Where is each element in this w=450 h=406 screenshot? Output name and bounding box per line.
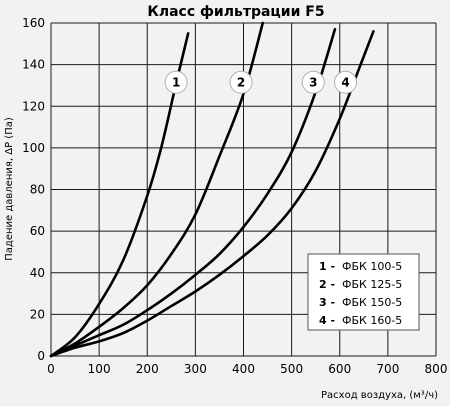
curve-label-circle (334, 70, 358, 94)
y-tick-label: 0 (37, 349, 45, 363)
legend: 1 - ФБК 100-5 2 - ФБК 125-5 3 - ФБК 150-5 4 - Ф… (307, 253, 420, 331)
y-tick-label: 140 (22, 58, 45, 72)
legend-box (307, 253, 420, 331)
x-tick-label: 100 (88, 362, 111, 376)
legend-entry-name: ФБК 125-5 (342, 278, 402, 291)
y-tick-label: 20 (30, 307, 45, 321)
x-axis-title: Расход воздуха, (м³/ч) (321, 390, 438, 401)
tick-labels: 0 100 200 300 400 500 600 700 800 0 20 40 60 80 100 120… (22, 16, 447, 376)
x-tick-label: 500 (280, 362, 303, 376)
x-tick-label: 0 (47, 362, 55, 376)
curve-label-2: 2 (229, 70, 253, 94)
series-line-4 (49, 30, 375, 358)
legend-entry-name: ФБК 100-5 (342, 260, 402, 273)
series-line-3 (49, 27, 337, 358)
y-tick-label: 40 (30, 266, 45, 280)
y-tick-label: 60 (30, 224, 45, 238)
legend-entry-3: 3 - ФБК 150-5 (319, 296, 402, 309)
curve-label-circle (164, 70, 188, 94)
series-line-2 (49, 21, 265, 358)
y-tick-label: 120 (22, 99, 45, 113)
legend-entry-number: 4 - (319, 314, 335, 327)
legend-entry-name: ФБК 160-5 (342, 314, 402, 327)
curve-label-text: 1 (172, 75, 180, 89)
x-tick-label: 700 (376, 362, 399, 376)
y-tick-label: 160 (22, 16, 45, 30)
curve-label-text: 4 (341, 75, 349, 89)
y-tick-label: 80 (30, 183, 45, 197)
series-lines (49, 21, 375, 358)
curve-label-3: 3 (301, 70, 325, 94)
x-tick-label: 400 (232, 362, 255, 376)
y-axis-title: Падение давления, ΔP (Па) (4, 117, 15, 261)
x-tick-label: 600 (328, 362, 351, 376)
curve-label-circle (229, 70, 253, 94)
x-tick-label: 200 (136, 362, 159, 376)
curve-label-text: 3 (309, 75, 317, 89)
legend-entry-number: 3 - (319, 296, 335, 309)
legend-entry-number: 1 - (319, 260, 335, 273)
x-tick-label: 800 (425, 362, 448, 376)
legend-entry-1: 1 - ФБК 100-5 (319, 260, 402, 273)
curve-label-4: 4 (334, 70, 358, 94)
curve-number-labels: 1 2 3 4 (164, 70, 358, 94)
legend-entry-2: 2 - ФБК 125-5 (319, 278, 402, 291)
legend-entry-name: ФБК 150-5 (342, 296, 402, 309)
curve-label-circle (301, 70, 325, 94)
legend-entry-4: 4 - ФБК 160-5 (319, 314, 402, 327)
x-tick-label: 300 (184, 362, 207, 376)
legend-entry-number: 2 - (319, 278, 335, 291)
curve-label-1: 1 (164, 70, 188, 94)
chart-title: Класс фильтрации F5 (147, 4, 324, 20)
curve-label-text: 2 (237, 75, 245, 89)
y-tick-label: 100 (22, 141, 45, 155)
